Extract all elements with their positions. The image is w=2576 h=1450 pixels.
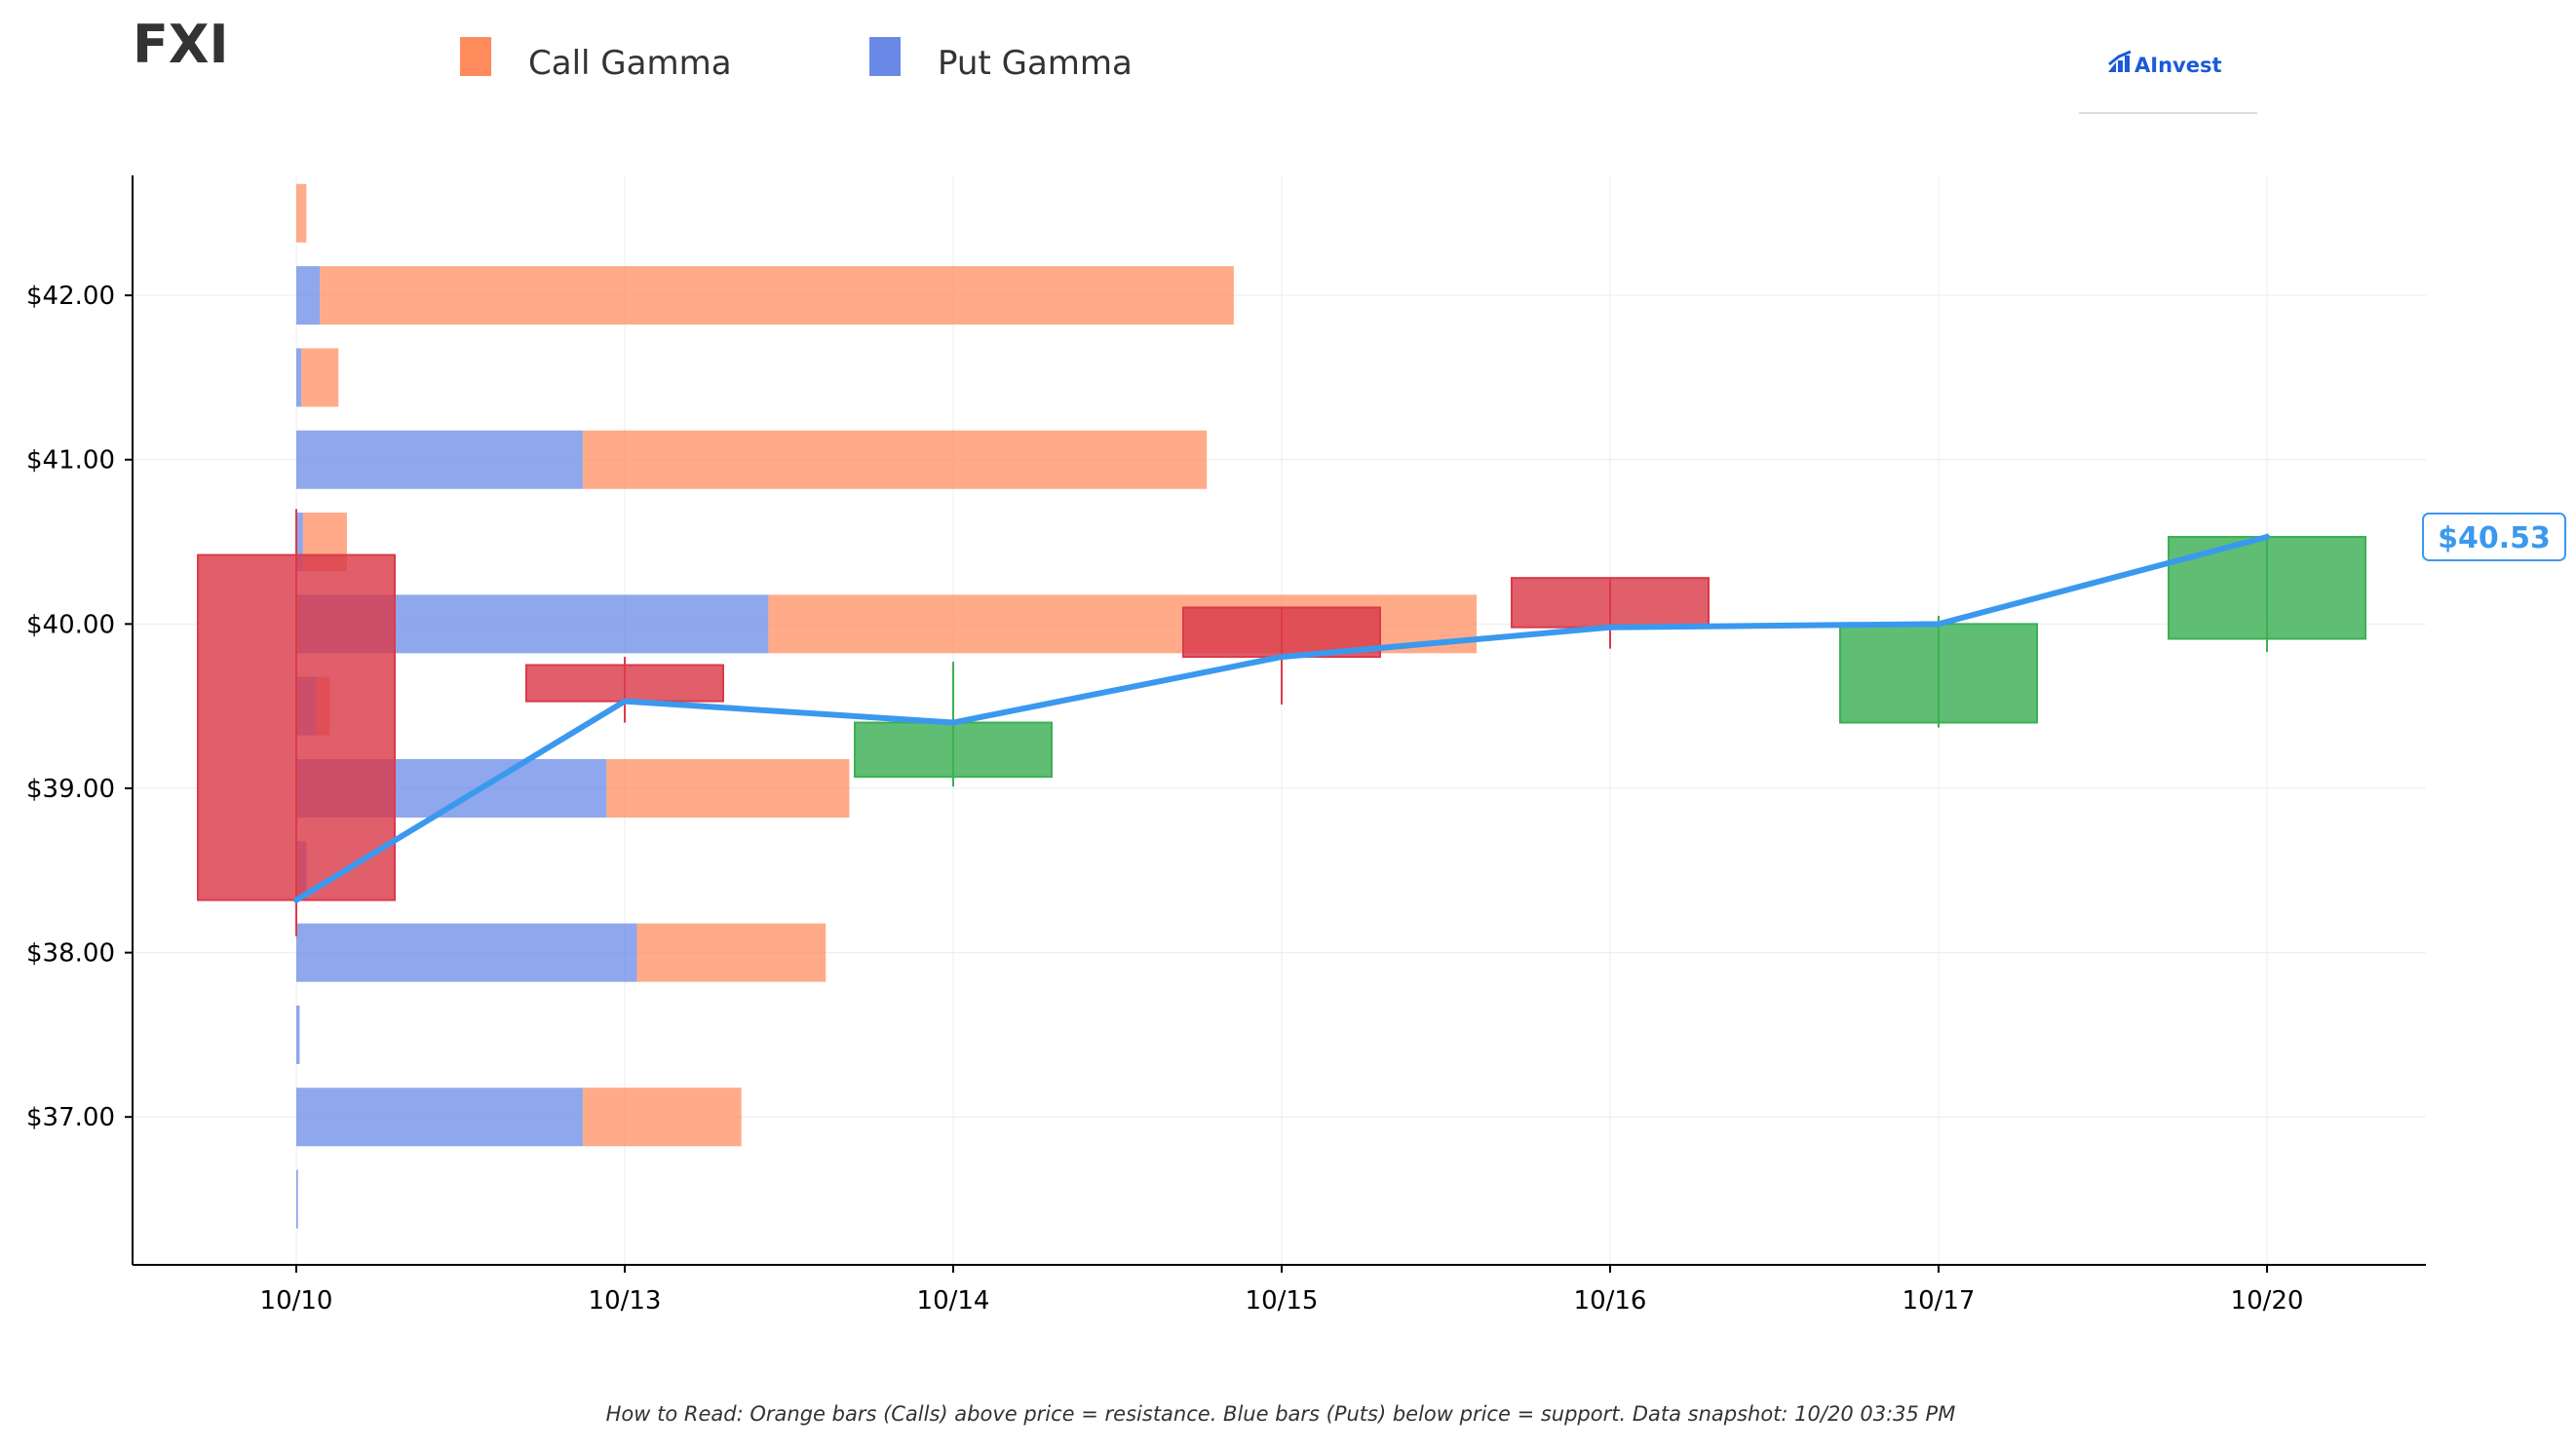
put-gamma-bar (296, 348, 302, 407)
candlesticks (197, 509, 2366, 936)
y-tick-label: $37.00 (26, 1103, 115, 1132)
y-tick-label: $38.00 (26, 939, 115, 969)
footer-note: How to Read: Orange bars (Calls) above p… (606, 1402, 1956, 1426)
candle-body (1182, 606, 1381, 659)
x-tick-label: 10/17 (1903, 1286, 1976, 1316)
y-tick-label: $39.00 (26, 775, 115, 804)
call-gamma-bar (583, 430, 1208, 489)
put-gamma-bar (296, 1005, 300, 1064)
x-tick-label: 10/13 (589, 1286, 662, 1316)
y-tick-label: $41.00 (26, 446, 115, 476)
call-gamma-bar (301, 348, 339, 407)
brand-name: AInvest (2134, 54, 2222, 77)
call-gamma-bar (636, 923, 827, 982)
x-tick-label: 10/16 (1574, 1286, 1647, 1316)
brand-logo: AInvest (2079, 50, 2257, 114)
x-tick-label: 10/15 (1246, 1286, 1319, 1316)
call-gamma-bar (296, 183, 307, 243)
last-price-box (2422, 512, 2566, 561)
candle-body (197, 553, 396, 901)
put-gamma-bar (296, 1169, 298, 1229)
last-price-text: $40.53 (2438, 521, 2551, 555)
x-tick-label: 10/14 (917, 1286, 990, 1316)
brand-bars-icon (2108, 50, 2132, 72)
x-tick-label: 10/20 (2231, 1286, 2304, 1316)
close-price-line (293, 533, 2270, 903)
y-tick-label: $40.00 (26, 610, 115, 639)
legend-call-label: Call Gamma (528, 44, 732, 83)
axes: $37.00 $38.00 $39.00 $40.00 $41.00 $42.00 10/1… (26, 175, 2426, 1316)
call-gamma-bar (320, 266, 1234, 325)
legend-call-swatch (460, 37, 491, 76)
x-tick-label: 10/10 (260, 1286, 333, 1316)
legend: Call Gamma Put Gamma (460, 37, 1133, 83)
put-gamma-bar (296, 513, 303, 572)
call-gamma-bar (583, 1088, 742, 1147)
legend-put-swatch (869, 37, 901, 76)
candle-body (1839, 623, 2038, 724)
y-tick-label: $42.00 (26, 282, 115, 311)
gamma-bars (296, 183, 1477, 1229)
last-price-label: $40.53 (2422, 512, 2566, 561)
put-gamma-bar (296, 430, 584, 489)
legend-put-label: Put Gamma (938, 44, 1133, 83)
put-gamma-bar (296, 923, 637, 982)
candle-body (525, 664, 724, 703)
call-gamma-bar (606, 758, 850, 818)
put-gamma-bar (296, 1088, 584, 1147)
candle-body (1511, 577, 1710, 629)
ticker-title: FXI (133, 14, 229, 75)
close-line (293, 533, 2270, 903)
candle-body (854, 721, 1053, 779)
put-gamma-bar (296, 266, 321, 325)
